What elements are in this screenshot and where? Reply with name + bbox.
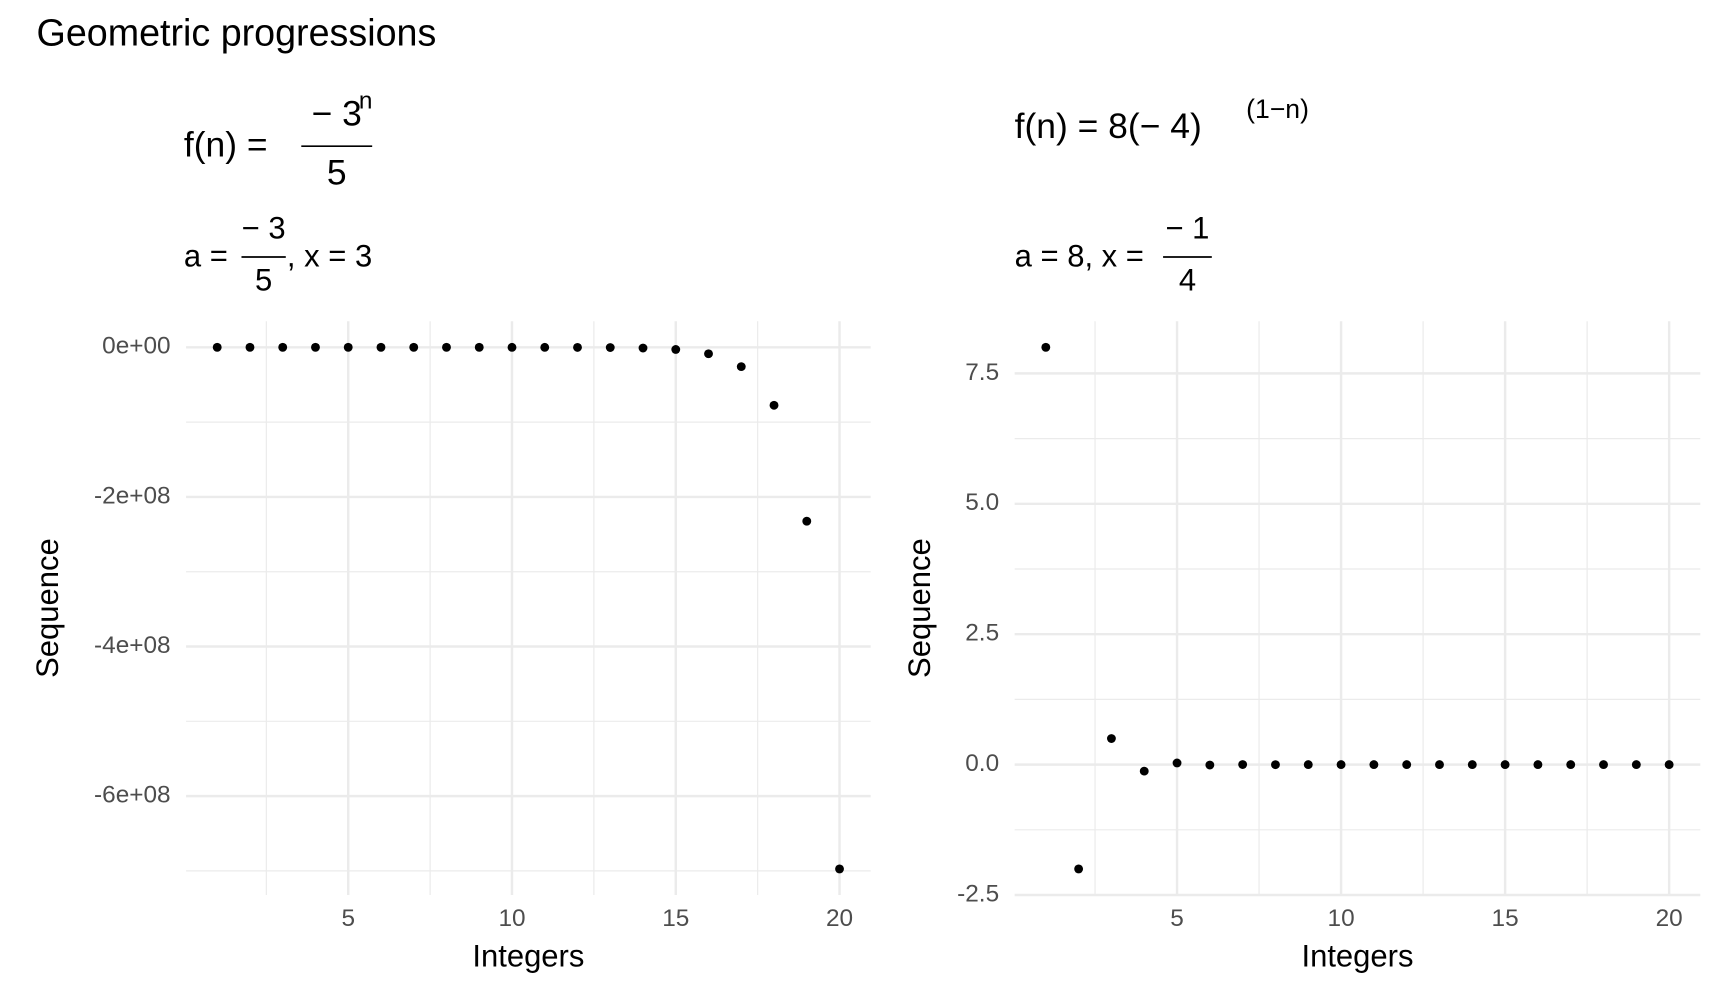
x-tick-label: 10 xyxy=(498,905,525,932)
point xyxy=(573,342,582,352)
point xyxy=(1238,760,1248,769)
y-axis-title: Sequence xyxy=(30,538,65,678)
y-tick-label: -2e+08 xyxy=(94,482,171,509)
point xyxy=(1566,760,1576,770)
point xyxy=(278,342,288,352)
params-lhs: a = xyxy=(184,238,228,273)
point xyxy=(507,342,517,352)
point xyxy=(1500,760,1510,770)
point xyxy=(605,343,615,352)
y-tick-label: -6e+08 xyxy=(94,782,171,809)
x-tick-label: 15 xyxy=(662,905,689,932)
point xyxy=(212,342,222,352)
point xyxy=(245,342,255,352)
y-axis-title: Sequence xyxy=(902,538,937,678)
y-tick-label: 2.5 xyxy=(965,620,999,647)
point xyxy=(1139,766,1149,776)
point xyxy=(343,342,353,352)
y-tick-label: 7.5 xyxy=(965,359,999,386)
formula-lhs: f(n) = xyxy=(184,125,268,165)
y-tick-label: -4e+08 xyxy=(94,632,171,659)
x-tick-label: 10 xyxy=(1328,905,1355,932)
point xyxy=(736,362,746,372)
y-tick-label: 0e+00 xyxy=(102,333,170,360)
point xyxy=(1533,760,1543,770)
point xyxy=(474,342,484,352)
point xyxy=(1172,758,1182,768)
params-denominator: 5 xyxy=(255,263,272,298)
point xyxy=(409,342,419,352)
y-tick-label: -2.5 xyxy=(957,880,999,907)
point xyxy=(1435,760,1444,770)
figure-title: Geometric progressions xyxy=(37,11,437,53)
point xyxy=(1467,760,1477,770)
formula-exponent: n xyxy=(359,87,373,114)
point xyxy=(1106,734,1116,743)
y-tick-label: 0.0 xyxy=(965,750,999,777)
params-numerator: − 3 xyxy=(242,211,286,246)
point xyxy=(704,349,713,359)
x-tick-label: 5 xyxy=(1170,905,1184,932)
formula-numerator: − 3 xyxy=(312,94,362,134)
point xyxy=(1369,760,1379,770)
x-axis-title: Integers xyxy=(472,938,584,973)
point xyxy=(671,345,681,354)
point xyxy=(1631,760,1641,770)
point xyxy=(1336,760,1346,770)
point xyxy=(1271,760,1280,770)
formula-lhs: f(n) = 8(− 4) xyxy=(1015,106,1202,146)
point xyxy=(1074,864,1084,874)
point xyxy=(769,400,779,410)
point xyxy=(442,342,451,352)
y-tick-label: 5.0 xyxy=(965,489,999,516)
params-numerator: − 1 xyxy=(1165,211,1209,246)
point xyxy=(540,342,550,352)
x-tick-label: 20 xyxy=(826,905,853,932)
point xyxy=(1664,760,1674,770)
point xyxy=(311,342,320,352)
x-tick-label: 5 xyxy=(341,905,355,932)
point xyxy=(638,343,648,353)
params-denominator: 4 xyxy=(1179,263,1196,298)
point xyxy=(835,864,844,874)
formula-exponent: (1−n) xyxy=(1246,94,1309,124)
point xyxy=(802,516,812,526)
formula-denominator: 5 xyxy=(327,152,347,192)
params-lhs: a = 8, x = xyxy=(1015,238,1144,273)
params-rest: , x = 3 xyxy=(287,238,372,273)
point xyxy=(1303,760,1313,770)
point xyxy=(1041,342,1051,352)
point xyxy=(1599,760,1608,770)
point xyxy=(1402,760,1412,770)
x-axis-title: Integers xyxy=(1301,938,1413,973)
x-tick-label: 20 xyxy=(1656,905,1683,932)
point xyxy=(1205,760,1215,770)
x-tick-label: 15 xyxy=(1492,905,1519,932)
point xyxy=(376,342,386,352)
